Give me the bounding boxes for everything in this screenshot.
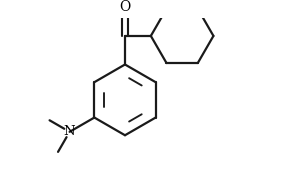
- Text: N: N: [64, 125, 76, 138]
- Text: O: O: [119, 0, 131, 14]
